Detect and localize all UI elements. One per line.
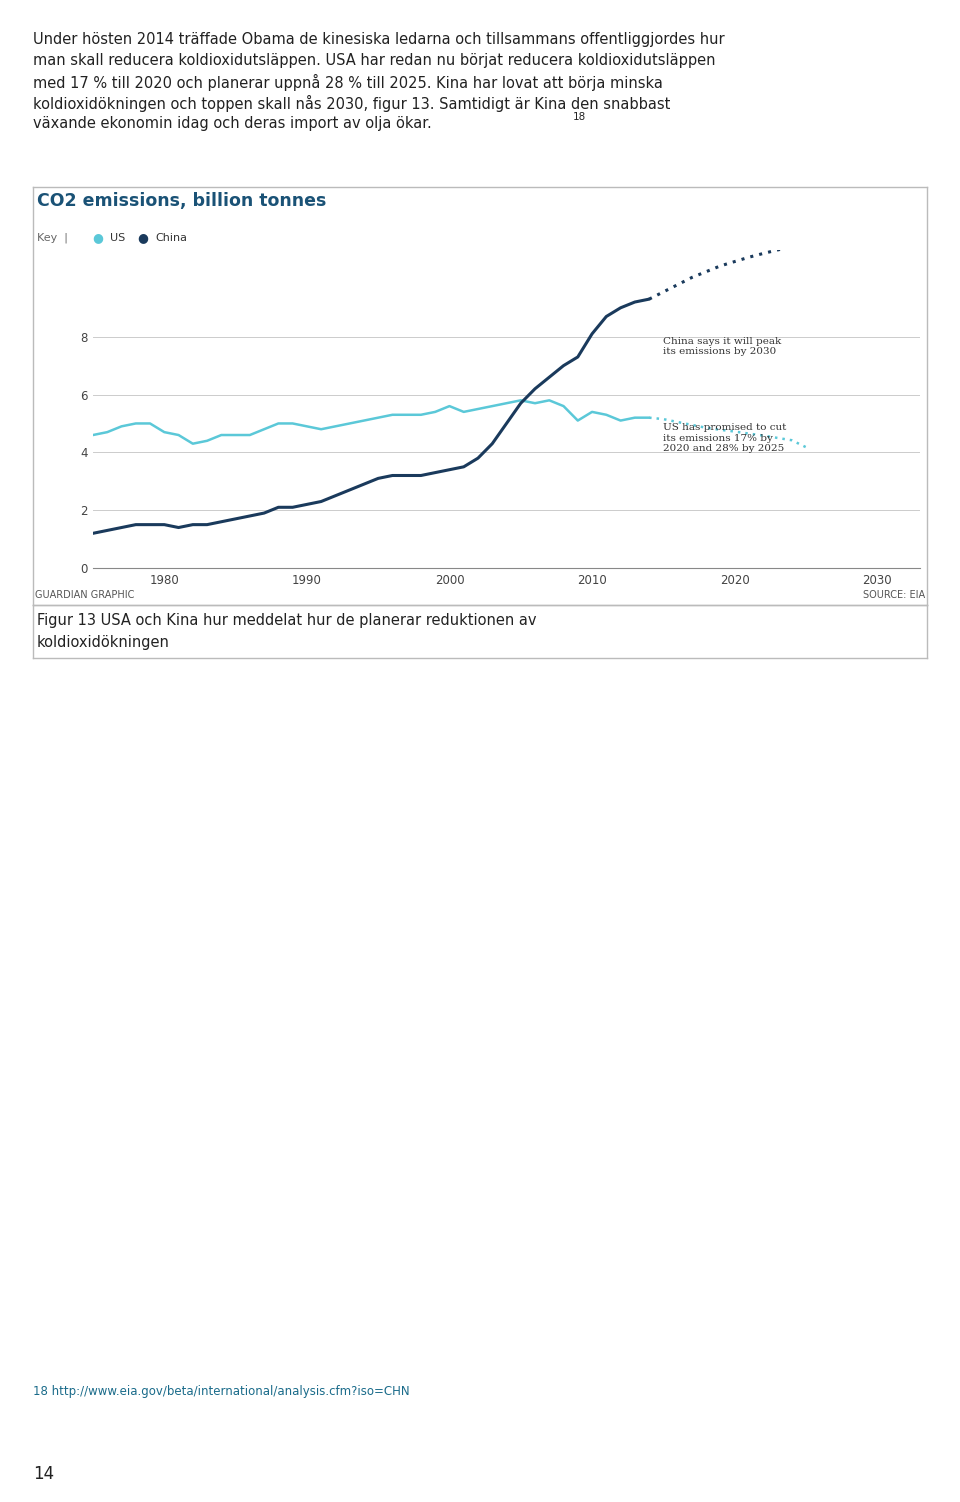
Text: koldioxidökningen och toppen skall nås 2030, figur 13. Samtidigt är Kina den sna: koldioxidökningen och toppen skall nås 2… xyxy=(33,95,670,113)
Text: China: China xyxy=(155,233,187,243)
Text: med 17 % till 2020 och planerar uppnå 28 % till 2025. Kina har lovat att börja m: med 17 % till 2020 och planerar uppnå 28… xyxy=(33,74,662,92)
Text: Figur 13 USA och Kina hur meddelat hur de planerar reduktionen av
koldioxidöknin: Figur 13 USA och Kina hur meddelat hur d… xyxy=(37,613,537,649)
Text: 14: 14 xyxy=(33,1464,54,1482)
Text: China says it will peak
its emissions by 2030: China says it will peak its emissions by… xyxy=(663,336,781,356)
Text: ●: ● xyxy=(92,231,104,245)
Text: CO2 emissions, billion tonnes: CO2 emissions, billion tonnes xyxy=(37,192,326,210)
Text: Key  |: Key | xyxy=(37,233,68,243)
Text: US: US xyxy=(110,233,125,243)
Text: 18: 18 xyxy=(573,113,587,122)
Text: US has promised to cut
its emissions 17% by
2020 and 28% by 2025: US has promised to cut its emissions 17%… xyxy=(663,424,786,454)
Text: ●: ● xyxy=(137,231,149,245)
Text: GUARDIAN GRAPHIC: GUARDIAN GRAPHIC xyxy=(35,590,134,599)
Text: 18 http://www.eia.gov/beta/international/analysis.cfm?iso=CHN: 18 http://www.eia.gov/beta/international… xyxy=(33,1385,410,1398)
Text: Under hösten 2014 träffade Obama de kinesiska ledarna och tillsammans offentligg: Under hösten 2014 träffade Obama de kine… xyxy=(33,32,725,47)
Text: växande ekonomin idag och deras import av olja ökar.: växande ekonomin idag och deras import a… xyxy=(33,116,437,131)
Text: SOURCE: EIA: SOURCE: EIA xyxy=(863,590,925,599)
Text: man skall reducera koldioxidutsläppen. USA har redan nu börjat reducera koldioxi: man skall reducera koldioxidutsläppen. U… xyxy=(33,53,715,68)
